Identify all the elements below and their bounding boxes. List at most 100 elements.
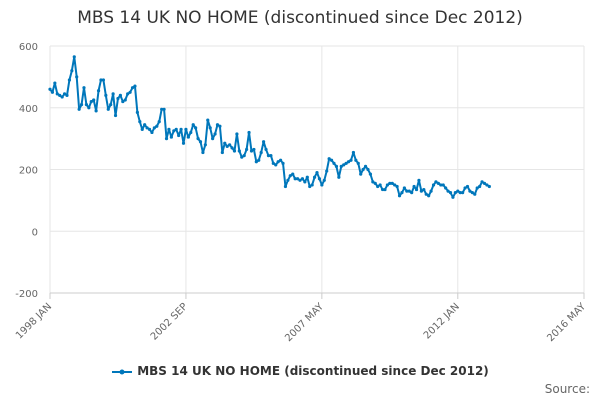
data-point[interactable] (152, 126, 156, 130)
data-point[interactable] (79, 103, 84, 107)
data-point[interactable] (346, 160, 351, 164)
data-point[interactable] (167, 127, 171, 131)
data-point[interactable] (245, 147, 249, 152)
data-point[interactable] (196, 137, 200, 141)
data-point[interactable] (220, 150, 224, 155)
data-point[interactable] (77, 107, 81, 111)
data-point[interactable] (60, 95, 64, 99)
data-point[interactable] (232, 149, 237, 153)
data-point[interactable] (247, 130, 251, 135)
data-point[interactable] (373, 181, 377, 185)
data-point[interactable] (351, 150, 356, 155)
data-point[interactable] (123, 98, 127, 102)
data-point[interactable] (281, 161, 285, 165)
data-point[interactable] (478, 184, 482, 189)
data-point[interactable] (230, 146, 234, 150)
data-point[interactable] (422, 187, 426, 192)
data-point[interactable] (456, 189, 460, 193)
data-point[interactable] (410, 191, 414, 195)
data-point[interactable] (451, 195, 455, 199)
data-point[interactable] (67, 78, 72, 82)
data-point[interactable] (172, 129, 176, 133)
data-point[interactable] (194, 126, 198, 130)
data-point[interactable] (198, 140, 203, 144)
data-point[interactable] (339, 164, 343, 169)
data-point[interactable] (458, 191, 462, 195)
data-point[interactable] (461, 191, 465, 195)
series-layer[interactable] (48, 55, 491, 199)
data-point[interactable] (155, 124, 159, 128)
data-point[interactable] (106, 107, 110, 111)
data-point[interactable] (393, 183, 397, 187)
data-point[interactable] (164, 137, 169, 141)
data-point[interactable] (366, 167, 370, 172)
data-point[interactable] (412, 184, 416, 189)
data-point[interactable] (385, 183, 389, 187)
data-point[interactable] (279, 158, 283, 162)
data-point[interactable] (414, 187, 419, 192)
data-point[interactable] (99, 78, 103, 82)
data-point[interactable] (322, 178, 326, 182)
data-point[interactable] (50, 90, 55, 94)
data-point[interactable] (213, 132, 217, 136)
data-point[interactable] (407, 189, 411, 193)
data-point[interactable] (434, 180, 438, 184)
data-point[interactable] (308, 184, 312, 189)
data-point[interactable] (177, 133, 181, 138)
data-point[interactable] (436, 181, 440, 185)
data-point[interactable] (101, 78, 105, 82)
data-point[interactable] (130, 86, 135, 90)
data-point[interactable] (254, 160, 258, 164)
data-point[interactable] (395, 184, 399, 189)
data-point[interactable] (453, 191, 457, 195)
data-point[interactable] (276, 160, 280, 164)
data-point[interactable] (111, 92, 115, 96)
data-point[interactable] (283, 184, 288, 189)
data-point[interactable] (223, 141, 227, 145)
data-point[interactable] (174, 127, 178, 131)
data-point[interactable] (303, 180, 307, 184)
data-point[interactable] (140, 127, 144, 131)
data-point[interactable] (215, 123, 220, 127)
data-point[interactable] (424, 192, 428, 196)
data-point[interactable] (160, 107, 164, 111)
data-point[interactable] (310, 183, 314, 187)
data-point[interactable] (388, 181, 392, 185)
data-point[interactable] (203, 143, 207, 147)
data-point[interactable] (89, 99, 93, 104)
data-point[interactable] (405, 189, 409, 193)
data-point[interactable] (334, 164, 339, 169)
data-point[interactable] (429, 189, 433, 193)
data-point[interactable] (96, 89, 101, 93)
data-point[interactable] (75, 75, 79, 79)
data-point[interactable] (126, 92, 130, 96)
data-point[interactable] (327, 157, 331, 161)
data-point[interactable] (431, 183, 436, 187)
data-point[interactable] (211, 137, 215, 141)
data-point[interactable] (475, 186, 479, 190)
data-point[interactable] (228, 143, 232, 147)
data-point[interactable] (300, 177, 305, 181)
data-point[interactable] (186, 135, 190, 139)
data-point[interactable] (133, 84, 137, 88)
data-point[interactable] (417, 178, 421, 182)
data-point[interactable] (118, 93, 122, 97)
data-point[interactable] (262, 140, 266, 144)
data-point[interactable] (104, 93, 108, 97)
data-point[interactable] (487, 184, 491, 189)
data-point[interactable] (293, 177, 297, 181)
data-point[interactable] (235, 132, 239, 136)
data-point[interactable] (390, 181, 394, 185)
data-point[interactable] (53, 81, 57, 85)
data-point[interactable] (92, 98, 96, 102)
data-point[interactable] (225, 144, 229, 148)
data-point[interactable] (291, 172, 295, 176)
data-point[interactable] (143, 123, 147, 127)
data-point[interactable] (361, 167, 365, 172)
data-point[interactable] (94, 109, 98, 113)
data-point[interactable] (380, 187, 385, 192)
data-point[interactable] (191, 123, 195, 127)
data-point[interactable] (378, 183, 382, 187)
data-point[interactable] (113, 113, 118, 118)
data-point[interactable] (169, 135, 173, 139)
